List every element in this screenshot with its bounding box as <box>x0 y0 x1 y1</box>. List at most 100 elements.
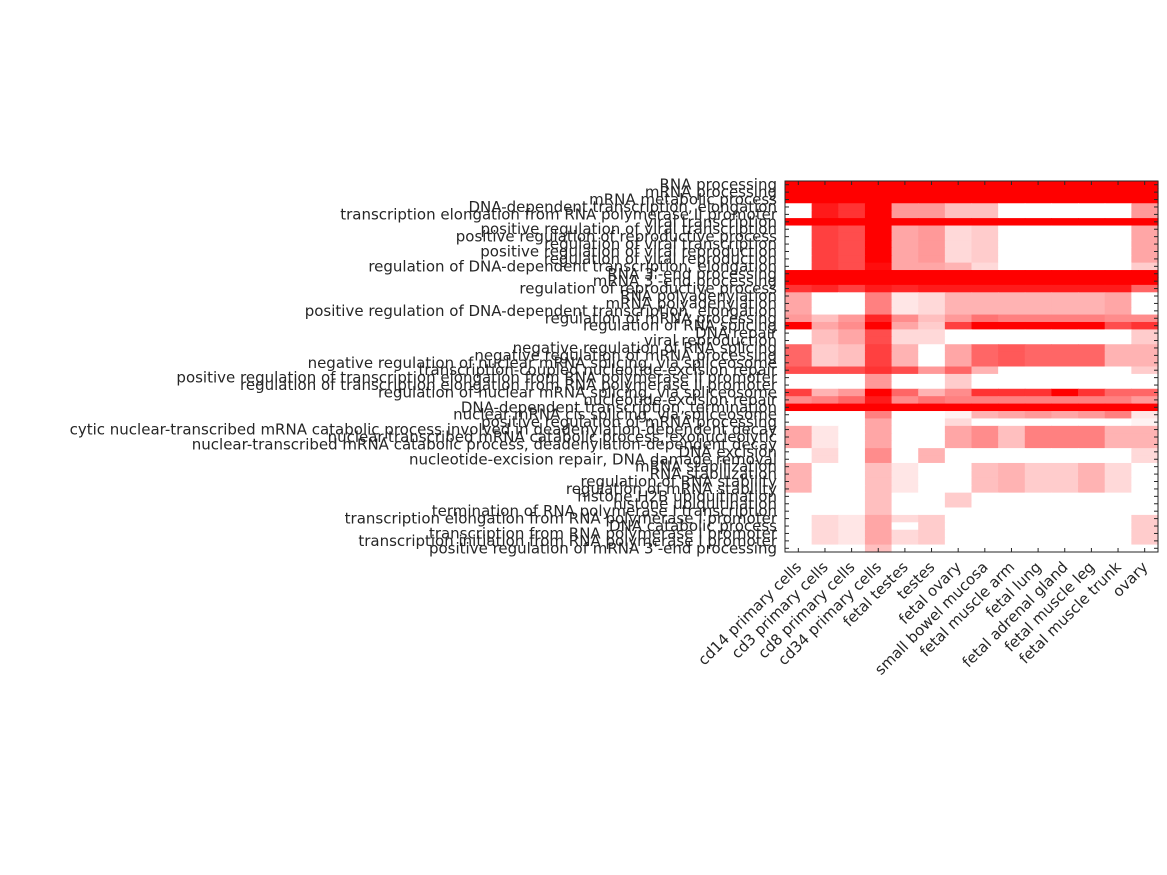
heatmap-cell <box>811 529 839 538</box>
heatmap-cell <box>864 477 893 486</box>
heatmap-cell <box>1051 507 1079 516</box>
heatmap-cell <box>864 218 893 227</box>
heatmap-cell <box>971 477 999 486</box>
heatmap-cell <box>998 522 1026 531</box>
heatmap-cell <box>1051 388 1079 397</box>
heatmap-cell <box>918 485 946 494</box>
heatmap-cell <box>998 344 1026 353</box>
heatmap-cell <box>1104 359 1132 368</box>
row-label: regulation of RNA stability <box>580 473 777 491</box>
heatmap-cell <box>864 537 893 546</box>
heatmap-cell <box>971 307 999 316</box>
heatmap-cell <box>838 418 866 427</box>
heatmap-cell <box>811 181 839 190</box>
heatmap-cell <box>944 388 973 397</box>
heatmap-cell <box>944 255 973 264</box>
heatmap-cell <box>864 277 893 286</box>
heatmap-cell <box>1078 307 1106 316</box>
heatmap-cell <box>1131 240 1159 249</box>
heatmap-cell <box>1078 329 1106 338</box>
heatmap-cell <box>1104 492 1132 501</box>
heatmap-cell <box>971 425 999 434</box>
heatmap-cell <box>1104 351 1132 360</box>
heatmap-cell <box>891 314 919 323</box>
heatmap-cell <box>918 307 946 316</box>
heatmap-cell <box>918 396 946 405</box>
heatmap-cell <box>971 433 999 442</box>
heatmap-cell <box>864 314 893 323</box>
heatmap-cell <box>918 277 946 286</box>
heatmap-cell <box>838 529 866 538</box>
heatmap-cell <box>811 462 839 471</box>
heatmap-cell <box>864 514 893 523</box>
heatmap-cell <box>811 411 839 420</box>
heatmap-cell <box>998 336 1026 345</box>
heatmap-cell <box>918 425 946 434</box>
heatmap-cell <box>1104 292 1132 301</box>
heatmap-cell <box>1078 188 1106 197</box>
heatmap-cell <box>971 507 999 516</box>
heatmap-cell <box>971 448 999 457</box>
heatmap-cell <box>944 425 973 434</box>
heatmap-cell <box>785 255 813 264</box>
heatmap-cell <box>1024 225 1053 234</box>
heatmap-cell <box>891 381 919 390</box>
row-label: regulation of nuclear mRNA splicing, via… <box>378 383 777 401</box>
heatmap-cell <box>811 351 839 360</box>
heatmap-cell <box>1051 373 1079 382</box>
heatmap-cell <box>1078 462 1106 471</box>
heatmap-cell <box>998 381 1026 390</box>
heatmap-cell <box>1131 411 1159 420</box>
heatmap-cell <box>864 522 893 531</box>
heatmap-cell <box>864 448 893 457</box>
heatmap-cell <box>1051 425 1079 434</box>
heatmap-cell <box>971 396 999 405</box>
heatmap-cell <box>891 270 919 279</box>
heatmap-cell <box>918 507 946 516</box>
heatmap-cell <box>864 351 893 360</box>
heatmap-cell <box>1104 462 1132 471</box>
heatmap-cell <box>971 314 999 323</box>
heatmap-cell <box>785 388 813 397</box>
heatmap-cell <box>1131 477 1159 486</box>
heatmap-cell <box>998 225 1026 234</box>
heatmap-cell <box>811 433 839 442</box>
heatmap-cell <box>864 373 893 382</box>
heatmap-cell <box>838 232 866 241</box>
heatmap-cell <box>1024 522 1053 531</box>
heatmap-cell <box>944 336 973 345</box>
heatmap-cell <box>971 418 999 427</box>
heatmap-cell <box>944 232 973 241</box>
heatmap-cell <box>864 181 893 190</box>
heatmap-cell <box>1051 477 1079 486</box>
heatmap-cell <box>1104 448 1132 457</box>
heatmap-cell <box>785 522 813 531</box>
heatmap-cell <box>785 433 813 442</box>
heatmap-cell <box>785 203 813 212</box>
heatmap-cell <box>785 262 813 271</box>
heatmap-cell <box>785 492 813 501</box>
heatmap-cell <box>864 321 893 330</box>
heatmap-cell <box>838 411 866 420</box>
heatmap-cell <box>891 373 919 382</box>
row-label: termination of RNA polymerase I transcri… <box>432 502 777 520</box>
heatmap-cell <box>891 359 919 368</box>
heatmap-cell <box>785 329 813 338</box>
heatmap-cell <box>785 381 813 390</box>
heatmap-cell <box>1051 462 1079 471</box>
heatmap-cell <box>1131 470 1159 479</box>
heatmap-cell <box>1024 507 1053 516</box>
heatmap-cell <box>838 299 866 308</box>
heatmap-cell <box>1024 351 1053 360</box>
row-label: transcription elongation from RNA polyme… <box>340 205 778 223</box>
plot-frame <box>784 180 1159 553</box>
heatmap-cell <box>1051 210 1079 219</box>
heatmap-cell <box>998 411 1026 420</box>
heatmap-cell <box>918 195 946 204</box>
heatmap-cell <box>891 462 919 471</box>
heatmap-cell <box>1078 537 1106 546</box>
heatmap-cell <box>891 203 919 212</box>
heatmap-cell <box>1078 344 1106 353</box>
heatmap-cell <box>811 388 839 397</box>
heatmap-cell <box>998 218 1026 227</box>
